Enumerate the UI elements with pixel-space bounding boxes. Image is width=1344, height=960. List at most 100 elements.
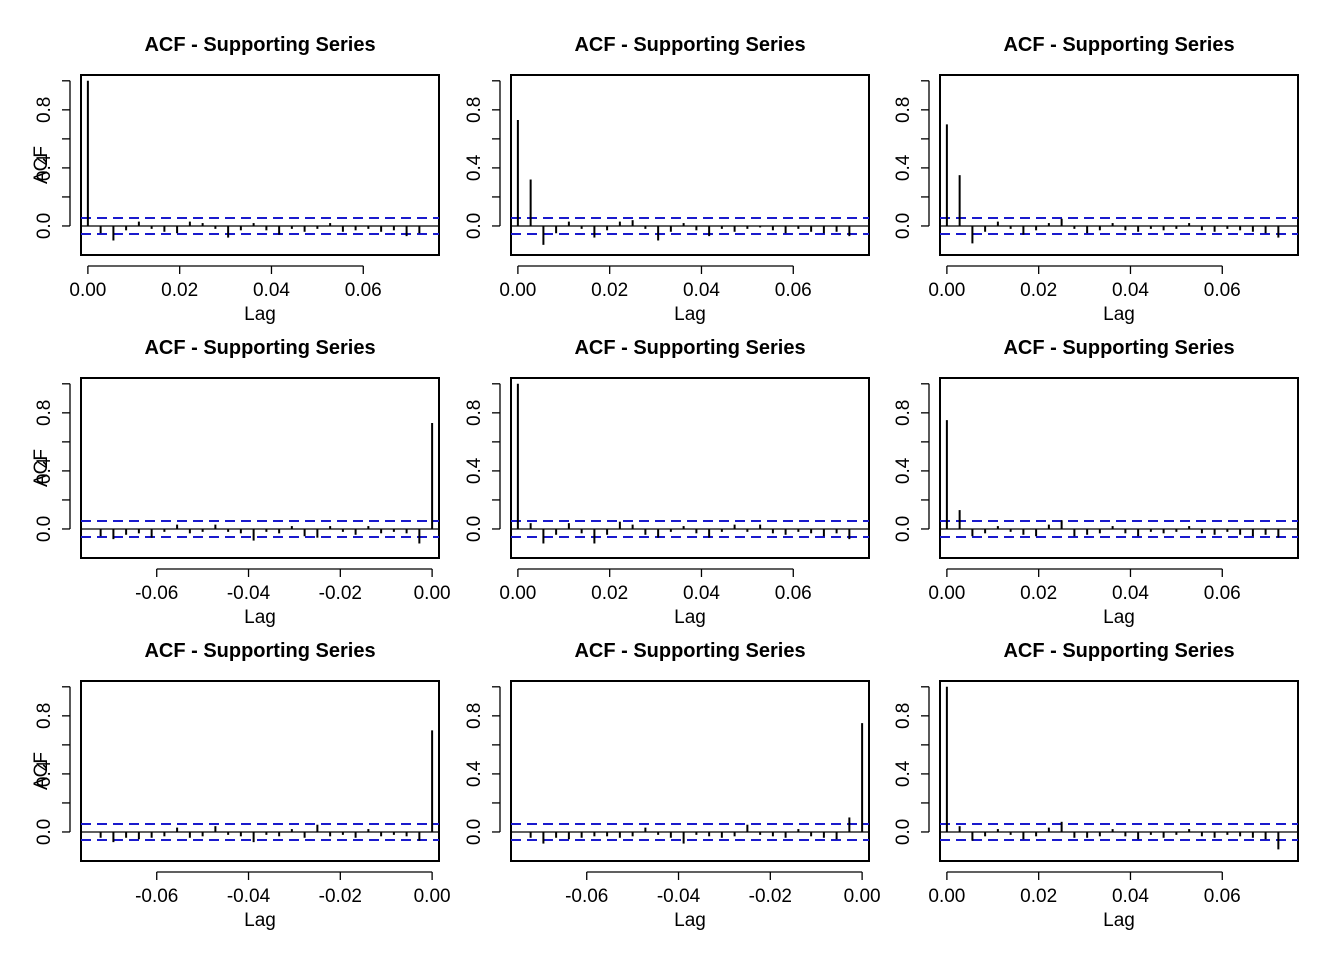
x-axis-label: Lag [1103,607,1135,628]
y-tick-label: 0.8 [34,400,55,426]
y-axis-label: ACF [31,146,52,184]
plot-frame [939,680,1299,862]
panel-title: ACF - Supporting Series [1003,34,1234,56]
y-tick-label: 0.0 [34,213,55,239]
x-axis-label: Lag [244,607,276,628]
x-tick-label: -0.04 [657,886,701,907]
x-tick-label: 0.06 [1204,583,1241,604]
x-tick-label: 0.06 [775,583,812,604]
y-tick-label: 0.8 [464,703,485,729]
y-tick-label: 0.0 [464,213,485,239]
y-tick-label: 0.0 [893,213,914,239]
panel-title: ACF - Supporting Series [574,34,805,56]
y-tick-label: 0.8 [464,400,485,426]
x-tick-label: 0.06 [1204,280,1241,301]
x-tick-label: 0.00 [414,886,451,907]
x-tick-label: 0.00 [414,583,451,604]
acf-panel-8: ACF - Supporting Series 0.0 0.4 0.8 -0.06 -0.… [464,640,881,931]
plot-frame [939,377,1299,559]
x-tick-label: 0.04 [1112,886,1149,907]
x-tick-label: 0.04 [1112,583,1149,604]
y-axis-label: ACF [31,449,52,487]
acf-panel-3: ACF - Supporting Series 0.0 0.4 0.8 0.00 0.02… [893,34,1299,325]
acf-panel-9: ACF - Supporting Series 0.0 0.4 0.8 0.00 0.02… [893,640,1299,931]
y-tick-label: 0.8 [34,703,55,729]
y-tick-label: 0.4 [464,760,485,787]
x-axis-label: Lag [674,607,706,628]
y-tick-label: 0.0 [464,819,485,845]
y-tick-label: 0.4 [34,154,55,181]
plot-frame [939,74,1299,256]
y-tick-label: 0.4 [34,457,55,484]
y-tick-label: 0.8 [34,97,55,123]
x-tick-label: -0.02 [319,886,362,907]
acf-panel-7: ACF - Supporting Series 0.0 0.4 0.8 -0.06 -0.… [31,640,451,931]
x-tick-label: 0.00 [69,280,106,301]
acf-panel-5: ACF - Supporting Series 0.0 0.4 0.8 0.00 0.02… [464,337,870,628]
x-tick-label: 0.00 [928,886,965,907]
acf-panel-4: ACF - Supporting Series 0.0 0.4 0.8 -0.06 -0.… [31,337,451,628]
panel-title: ACF - Supporting Series [144,640,375,662]
x-tick-label: 0.02 [591,583,628,604]
x-tick-label: 0.00 [844,886,881,907]
acf-panel-1: ACF - Supporting Series 0.0 0.4 0.8 0.00 0.02… [31,34,440,325]
panel-title: ACF - Supporting Series [144,34,375,56]
x-axis-label: Lag [674,910,706,931]
y-tick-label: 0.4 [893,154,914,181]
x-tick-label: 0.02 [591,280,628,301]
x-axis-label: Lag [1103,304,1135,325]
y-tick-label: 0.0 [464,516,485,542]
x-tick-label: 0.04 [1112,280,1149,301]
plot-frame [510,377,870,559]
x-tick-label: 0.04 [683,583,720,604]
x-tick-label: 0.04 [253,280,290,301]
x-tick-label: 0.04 [683,280,720,301]
x-tick-label: -0.06 [565,886,608,907]
x-tick-label: 0.00 [499,280,536,301]
panel-title: ACF - Supporting Series [574,337,805,359]
x-tick-label: -0.04 [227,583,271,604]
x-tick-label: 0.06 [775,280,812,301]
x-tick-label: 0.02 [1020,583,1057,604]
plot-frame [510,74,870,256]
x-tick-label: 0.02 [1020,886,1057,907]
y-tick-label: 0.4 [893,760,914,787]
x-tick-label: -0.02 [749,886,792,907]
plot-frame [80,74,440,256]
acf-panel-2: ACF - Supporting Series 0.0 0.4 0.8 0.00 0.02… [464,34,870,325]
y-tick-label: 0.4 [893,457,914,484]
y-tick-label: 0.8 [893,400,914,426]
panel-title: ACF - Supporting Series [574,640,805,662]
x-tick-label: -0.06 [135,886,178,907]
x-tick-label: 0.00 [499,583,536,604]
x-tick-label: 0.00 [928,280,965,301]
y-tick-label: 0.4 [34,760,55,787]
y-tick-label: 0.0 [34,819,55,845]
x-tick-label: -0.04 [227,886,271,907]
y-tick-label: 0.4 [464,457,485,484]
y-tick-label: 0.4 [464,154,485,181]
x-axis-label: Lag [244,910,276,931]
y-tick-label: 0.0 [893,819,914,845]
x-axis-label: Lag [1103,910,1135,931]
x-axis-label: Lag [244,304,276,325]
y-axis-label: ACF [31,752,52,790]
x-tick-label: 0.02 [161,280,198,301]
x-tick-label: 0.06 [345,280,382,301]
acf-panel-6: ACF - Supporting Series 0.0 0.4 0.8 0.00 0.02… [893,337,1299,628]
x-tick-label: 0.02 [1020,280,1057,301]
x-axis-label: Lag [674,304,706,325]
plot-frame [510,680,870,862]
x-tick-label: 0.06 [1204,886,1241,907]
y-tick-label: 0.0 [34,516,55,542]
panel-title: ACF - Supporting Series [1003,337,1234,359]
x-tick-label: 0.00 [928,583,965,604]
y-tick-label: 0.8 [464,97,485,123]
x-tick-label: -0.02 [319,583,362,604]
panel-title: ACF - Supporting Series [1003,640,1234,662]
y-tick-label: 0.8 [893,97,914,123]
panel-title: ACF - Supporting Series [144,337,375,359]
y-tick-label: 0.8 [893,703,914,729]
plot-frame [80,680,440,862]
